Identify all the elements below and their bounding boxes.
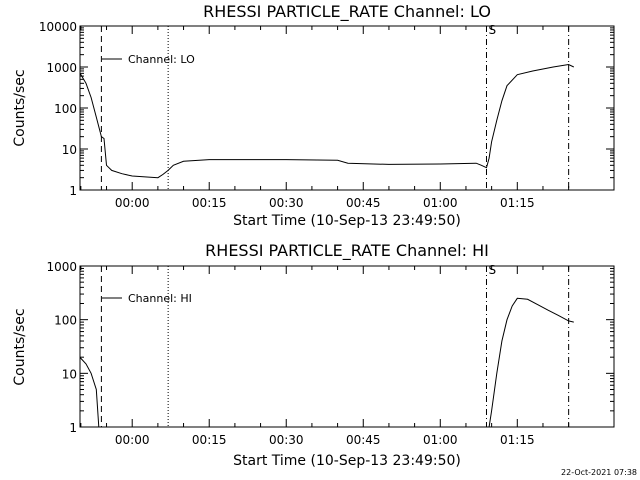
lo-y-tick-label: 1000 — [46, 61, 77, 75]
lo-rate-line — [79, 63, 575, 179]
lo-series — [79, 63, 575, 179]
lo-event-markers: S — [100, 23, 570, 190]
lo-legend: Channel: LO — [102, 53, 195, 66]
hi-y-tick-label: 1000 — [46, 260, 77, 274]
hi-y-tick-label: 1 — [69, 421, 77, 435]
lo-legend-label: Channel: LO — [128, 53, 195, 66]
lo-channel-panel: RHESSI PARTICLE_RATE Channel: LO Counts/… — [12, 2, 615, 229]
lo-y-ticks: 1 10 100 1000 10000 — [39, 20, 614, 198]
hi-y-tick-label: 10 — [62, 367, 77, 381]
hi-legend: Channel: HI — [102, 292, 192, 305]
lo-x-axis-label: Start Time (10-Sep-13 23:49:50) — [233, 213, 461, 229]
lo-x-tick-label: 00:15 — [192, 196, 227, 210]
lo-y-tick-label: 100 — [54, 102, 77, 116]
lo-y-tick-label: 10 — [62, 143, 77, 157]
lo-x-tick-label: 00:45 — [346, 196, 381, 210]
hi-marker-label: S — [488, 263, 496, 277]
lo-y-tick-label: 10000 — [39, 20, 77, 34]
lo-plot-frame — [79, 25, 615, 191]
hi-x-tick-label: 00:45 — [346, 433, 381, 447]
hi-chart-title: RHESSI PARTICLE_RATE Channel: HI — [205, 241, 489, 261]
hi-y-tick-label: 100 — [54, 314, 77, 328]
hi-x-ticks: 00:00 00:15 00:30 00:45 01:00 01:15 — [80, 266, 570, 447]
hi-event-markers: S — [100, 263, 570, 427]
lo-x-tick-label: 00:30 — [269, 196, 304, 210]
timestamp: 22-Oct-2021 07:38 — [561, 468, 637, 477]
hi-y-axis-label: Counts/sec — [12, 308, 28, 385]
hi-channel-panel: RHESSI PARTICLE_RATE Channel: HI Counts/… — [12, 241, 615, 469]
lo-x-tick-label: 01:15 — [500, 196, 535, 210]
hi-y-ticks: 1 10 100 1000 — [46, 260, 614, 435]
lo-x-tick-label: 01:00 — [423, 196, 458, 210]
lo-y-tick-label: 1 — [69, 184, 77, 198]
hi-x-axis-label: Start Time (10-Sep-13 23:49:50) — [233, 453, 461, 469]
hi-series — [79, 297, 574, 428]
hi-rate-line — [79, 297, 574, 428]
hi-x-tick-label: 01:15 — [500, 433, 535, 447]
hi-plot-frame — [79, 265, 615, 428]
hi-x-tick-label: 01:00 — [423, 433, 458, 447]
lo-y-axis-label: Counts/sec — [12, 69, 28, 146]
hi-x-tick-label: 00:00 — [115, 433, 150, 447]
hi-x-tick-label: 00:30 — [269, 433, 304, 447]
hi-legend-label: Channel: HI — [128, 292, 192, 305]
lo-marker-label: S — [488, 23, 496, 37]
lo-chart-title: RHESSI PARTICLE_RATE Channel: LO — [203, 2, 491, 22]
hi-x-tick-label: 00:15 — [192, 433, 227, 447]
lo-x-tick-label: 00:00 — [115, 196, 150, 210]
